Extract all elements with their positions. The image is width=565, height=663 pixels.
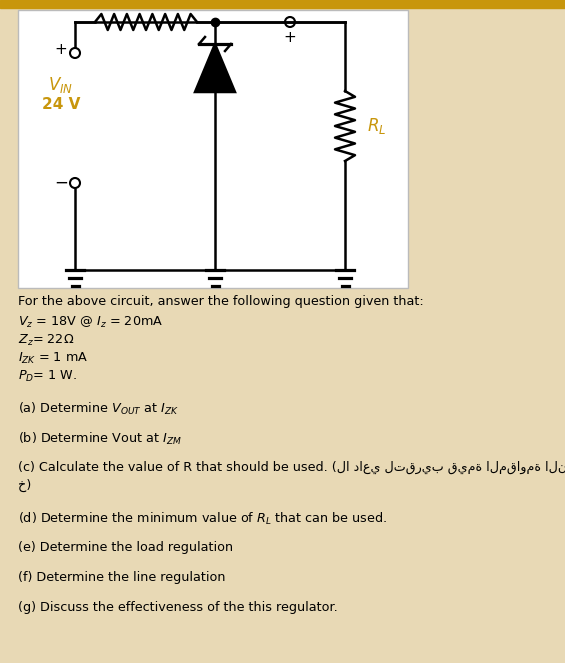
Text: −: − xyxy=(54,174,68,192)
Text: (b) Determine Vout at $I_{ZM}$: (b) Determine Vout at $I_{ZM}$ xyxy=(18,431,182,447)
Text: 24 V: 24 V xyxy=(42,97,80,112)
Text: (c) Calculate the value of R that should be used. (لا داعي لتقريب قيمة المقاومة : (c) Calculate the value of R that should… xyxy=(18,461,565,474)
Text: +: + xyxy=(284,30,297,46)
Text: $R_L$: $R_L$ xyxy=(367,116,386,136)
Text: $I_{ZK}$ = 1 mA: $I_{ZK}$ = 1 mA xyxy=(18,351,88,366)
Text: (g) Discuss the effectiveness of the this regulator.: (g) Discuss the effectiveness of the thi… xyxy=(18,601,338,614)
Bar xyxy=(18,10,408,288)
Text: $P_D$= 1 W.: $P_D$= 1 W. xyxy=(18,369,77,384)
Text: $V_{OUT}$: $V_{OUT}$ xyxy=(281,0,319,10)
Text: $V_z$ = 18V @ $I_z$ = 20mA: $V_z$ = 18V @ $I_z$ = 20mA xyxy=(18,315,163,330)
Text: (a) Determine $V_{OUT}$ at $I_{ZK}$: (a) Determine $V_{OUT}$ at $I_{ZK}$ xyxy=(18,401,179,417)
Text: (d) Determine the minimum value of $R_L$ that can be used.: (d) Determine the minimum value of $R_L$… xyxy=(18,511,387,527)
Text: (e) Determine the load regulation: (e) Determine the load regulation xyxy=(18,541,233,554)
Text: For the above circuit, answer the following question given that:: For the above circuit, answer the follow… xyxy=(18,295,424,308)
Text: $Z_z$= 22Ω: $Z_z$= 22Ω xyxy=(18,333,74,348)
Text: $R$: $R$ xyxy=(140,0,152,13)
Text: (f) Determine the line regulation: (f) Determine the line regulation xyxy=(18,571,225,584)
Text: +: + xyxy=(55,42,67,58)
Polygon shape xyxy=(195,44,235,92)
Bar xyxy=(0,0,565,8)
Text: $V_{IN}$: $V_{IN}$ xyxy=(49,75,73,95)
Text: خ): خ) xyxy=(18,479,31,492)
